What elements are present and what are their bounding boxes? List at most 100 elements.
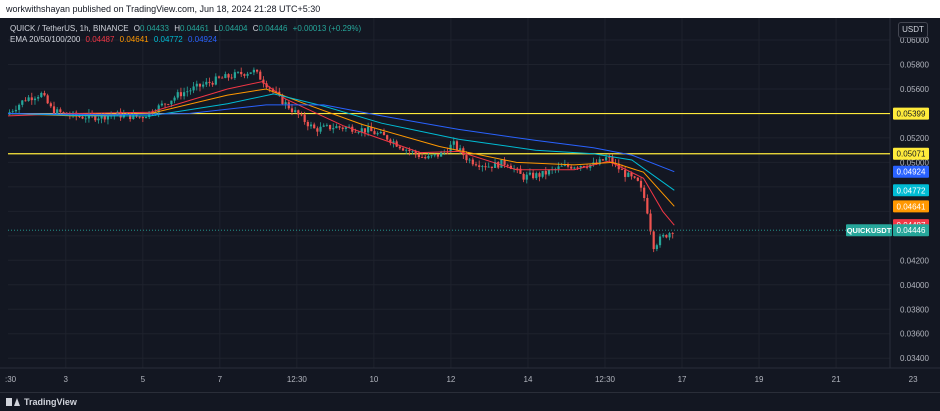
candle-body: [604, 157, 608, 161]
candle-body: [106, 116, 110, 120]
candle-body: [186, 91, 189, 93]
candle-body: [217, 76, 221, 78]
chart-background: [0, 18, 940, 392]
candle-body: [233, 72, 236, 78]
candle-body: [376, 133, 379, 135]
candle-body: [252, 69, 256, 73]
level-price-tag-bg: [893, 107, 929, 120]
candle-body: [474, 164, 478, 166]
candle-body: [557, 166, 560, 170]
candle-body: [525, 174, 528, 180]
ema-line: [7, 88, 675, 207]
candle-body: [14, 109, 18, 112]
candle-body: [665, 234, 668, 238]
candle-body: [344, 127, 348, 129]
candle-body: [240, 71, 243, 75]
candle-body: [11, 111, 14, 113]
candle-body: [195, 83, 198, 87]
price-chart[interactable]: 0.06000 0.05800 0.05600 0.05200 0.05000 0.042…: [0, 18, 940, 392]
candle-body: [202, 84, 205, 87]
candle-body: [627, 172, 630, 177]
symbol-tag: QUICKUSDT: [847, 226, 892, 235]
candle-body: [671, 233, 674, 234]
candle-body: [360, 128, 363, 133]
y-tick-label: 0.05800: [900, 61, 929, 70]
candle-body: [636, 177, 639, 181]
candle-body: [544, 171, 547, 175]
candle-body: [341, 127, 344, 129]
y-tick-label: 0.03400: [900, 354, 929, 363]
candle-body: [354, 131, 357, 133]
candle-body: [144, 117, 148, 119]
symbol-name: QUICK / TetherUS, 1h, BINANCE: [10, 24, 129, 33]
candle-body: [427, 155, 430, 159]
ema-price-tag: 0.04446: [897, 226, 926, 235]
tradingview-logo[interactable]: TradingView: [6, 393, 77, 411]
high-label: H: [174, 24, 180, 33]
publisher-text: workwithshayan published on TradingView.…: [6, 4, 321, 14]
low-label: L: [214, 24, 219, 33]
candle-body: [160, 103, 163, 106]
y-tick-label: 0.05600: [900, 85, 929, 94]
candle-body: [481, 166, 484, 167]
candle-body: [325, 124, 328, 126]
candle-body: [94, 115, 97, 121]
candle-body: [500, 159, 503, 168]
candle-body: [97, 118, 100, 121]
publisher-bar: workwithshayan published on TradingView.…: [0, 0, 940, 18]
candle-body: [300, 114, 303, 116]
y-tick-label: 0.03800: [900, 305, 929, 314]
candle-body: [189, 90, 192, 92]
candle-body: [262, 79, 265, 84]
candle-body: [335, 126, 338, 129]
candle-body: [303, 114, 306, 122]
candle-body: [639, 180, 643, 188]
ema50-value: 0.04641: [119, 35, 149, 44]
candle-body: [420, 157, 424, 158]
candle-body: [370, 126, 373, 132]
x-tick-label: 23: [909, 375, 918, 384]
candle-body: [52, 106, 56, 115]
candle-body: [430, 155, 433, 157]
candle-body: [246, 73, 249, 76]
candle-body: [21, 100, 24, 105]
currency-button[interactable]: USDT: [898, 22, 928, 38]
chart-area[interactable]: 0.06000 0.05800 0.05600 0.05200 0.05000 0.042…: [0, 18, 940, 392]
y-tick-label: 0.04200: [900, 256, 929, 265]
candle-body: [452, 141, 455, 145]
candle-body: [316, 128, 319, 132]
candle-body: [455, 141, 459, 150]
candle-body: [506, 164, 509, 166]
level-price-tag: 0.05071: [897, 150, 926, 159]
candle-body: [297, 110, 300, 115]
candle-body: [405, 149, 408, 151]
low-value: 0.04404: [218, 24, 248, 33]
candle-body: [268, 87, 271, 89]
candle-body: [601, 159, 605, 161]
candle-body: [176, 92, 179, 98]
candle-body: [573, 167, 576, 169]
candle-body: [503, 159, 506, 165]
candle-body: [414, 150, 417, 154]
ema-price-tag: 0.04641: [897, 202, 926, 211]
candle-body: [163, 103, 167, 105]
x-tick-label: 12:30: [287, 375, 308, 384]
candle-body: [398, 146, 401, 149]
x-tick-label: 7: [218, 375, 223, 384]
candle-body: [563, 164, 566, 166]
ema200-value: 0.04924: [187, 35, 217, 44]
candle-body: [497, 161, 500, 168]
candle-body: [100, 114, 103, 119]
footer-bar: TradingView: [0, 392, 940, 411]
candle-body: [649, 213, 652, 232]
candle-body: [373, 131, 376, 135]
candle-body: [382, 132, 386, 136]
candle-body: [465, 155, 468, 161]
candle-body: [662, 234, 665, 237]
candle-body: [198, 83, 202, 87]
tradingview-logo-icon: [6, 398, 20, 406]
y-tick-label: 0.05000: [900, 158, 929, 167]
candle-body: [408, 149, 411, 151]
candle-body: [582, 166, 585, 168]
x-tick-label: 21: [832, 375, 841, 384]
